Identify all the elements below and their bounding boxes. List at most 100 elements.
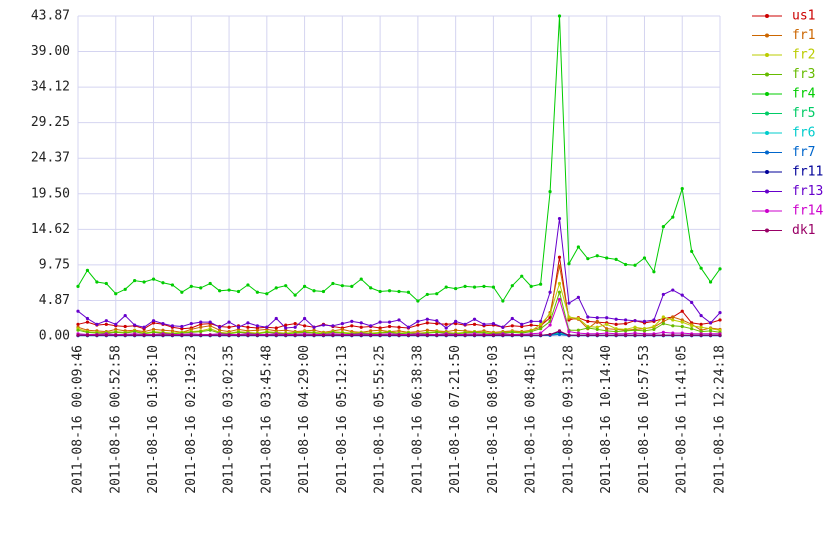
data-point: [557, 255, 562, 259]
data-point: [255, 290, 259, 294]
data-point: [170, 329, 175, 333]
data-point: [170, 283, 175, 287]
data-point: [369, 333, 373, 337]
data-point: [454, 328, 458, 332]
data-point: [123, 324, 127, 329]
data-point: [284, 326, 288, 330]
data-point: [350, 333, 354, 337]
data-point: [387, 320, 392, 324]
data-point: [671, 315, 675, 319]
data-point: [576, 333, 580, 337]
data-point: [614, 333, 618, 337]
data-point: [85, 333, 90, 337]
data-point: [161, 281, 165, 285]
data-point: [472, 333, 477, 337]
data-point: [510, 316, 514, 321]
data-point: [539, 333, 543, 337]
data-point: [397, 318, 401, 322]
data-point: [690, 324, 694, 328]
data-point: [359, 321, 363, 325]
data-point: [255, 328, 259, 332]
legend-dot: [765, 92, 769, 96]
data-point: [133, 278, 137, 283]
data-point: [699, 325, 703, 329]
data-point: [642, 256, 647, 260]
legend-item: fr13: [752, 184, 823, 199]
data-point: [501, 333, 505, 337]
data-point: [472, 317, 477, 321]
data-point: [227, 288, 231, 292]
data-point: [520, 274, 524, 278]
data-point: [671, 288, 675, 292]
data-point: [690, 333, 694, 337]
data-point: [708, 329, 713, 333]
data-point: [680, 320, 684, 324]
data-point: [586, 326, 590, 330]
data-point: [708, 280, 713, 284]
data-point: [539, 282, 543, 286]
data-point: [586, 319, 590, 324]
y-tick-label: 19.50: [31, 186, 70, 201]
data-point: [85, 320, 90, 324]
data-point: [454, 321, 458, 326]
data-point: [76, 333, 80, 337]
data-point: [387, 324, 392, 329]
data-point: [586, 257, 590, 261]
data-point: [151, 321, 156, 325]
data-point: [680, 309, 684, 313]
data-point: [255, 333, 259, 337]
data-point: [614, 257, 618, 262]
data-point: [633, 325, 637, 329]
data-point: [265, 325, 269, 329]
data-point: [586, 315, 590, 319]
data-point: [265, 333, 269, 337]
data-point: [293, 325, 297, 329]
data-point: [416, 299, 420, 303]
data-point: [85, 330, 90, 334]
data-point: [548, 189, 552, 194]
data-point: [369, 286, 373, 290]
data-point: [661, 224, 665, 229]
data-point: [95, 280, 99, 284]
data-point: [199, 322, 203, 326]
legend-item: us1: [752, 9, 815, 24]
x-tick-label: 2011-08-16 00:09:46: [71, 345, 86, 494]
data-point: [444, 326, 448, 330]
data-point: [312, 325, 316, 329]
data-point: [623, 333, 628, 337]
x-tick-label: 2011-08-16 07:21:50: [448, 345, 463, 494]
data-point: [510, 324, 514, 328]
data-point: [246, 321, 250, 325]
x-tick-label: 2011-08-16 02:19:23: [184, 345, 199, 494]
legend-label: fr13: [792, 184, 823, 199]
x-tick-label: 2011-08-16 04:29:00: [297, 345, 312, 494]
data-point: [321, 333, 326, 337]
data-point: [671, 331, 675, 335]
data-point: [529, 319, 533, 324]
data-point: [170, 324, 175, 328]
data-point: [699, 313, 703, 318]
data-point: [161, 333, 165, 337]
data-point: [340, 284, 344, 288]
data-point: [595, 254, 599, 258]
data-point: [378, 326, 382, 330]
data-point: [236, 325, 241, 329]
data-point: [189, 327, 193, 332]
data-point: [340, 333, 344, 337]
data-point: [302, 316, 307, 321]
data-point: [208, 324, 212, 328]
data-point: [529, 323, 533, 327]
data-point: [557, 297, 562, 302]
data-point: [557, 329, 562, 333]
data-point: [661, 321, 665, 326]
data-point: [482, 284, 486, 288]
data-point: [557, 14, 562, 18]
data-point: [548, 332, 552, 337]
data-point: [605, 256, 609, 260]
data-point: [661, 319, 665, 324]
data-point: [284, 328, 288, 332]
legend-dot: [765, 111, 769, 116]
data-point: [444, 322, 448, 326]
data-point: [557, 264, 562, 268]
